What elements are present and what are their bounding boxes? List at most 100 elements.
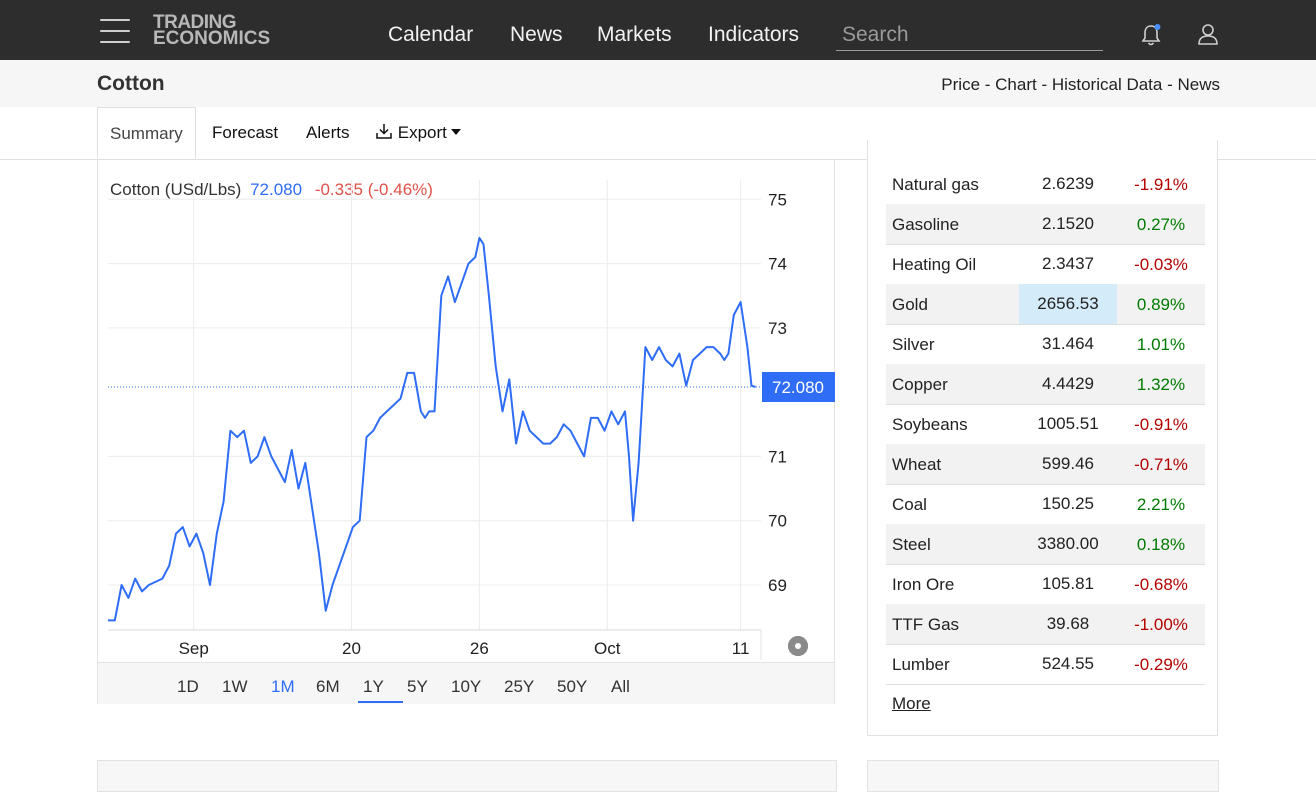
- logo-line-2: ECONOMICS: [153, 28, 271, 49]
- search-input[interactable]: [836, 20, 1103, 51]
- table-row[interactable]: Natural gas 2.6239 -1.91%: [886, 164, 1205, 205]
- x-tick-label: Sep: [179, 639, 209, 658]
- gear-icon[interactable]: [787, 635, 809, 657]
- commodity-name[interactable]: Natural gas: [892, 175, 979, 194]
- chevron-down-icon: [450, 129, 461, 136]
- bell-icon[interactable]: [1140, 23, 1162, 47]
- separator: -: [1162, 75, 1178, 94]
- x-tick-label: 26: [470, 639, 489, 658]
- commodity-price: 150.25: [1042, 494, 1094, 513]
- nav-news[interactable]: News: [510, 23, 563, 46]
- commodity-change: 0.89%: [1136, 295, 1186, 314]
- commodity-name[interactable]: Silver: [892, 335, 935, 354]
- range-1d[interactable]: 1D: [177, 677, 199, 696]
- top-navbar: TRADING ECONOMICS Calendar News Markets …: [0, 0, 1316, 60]
- tab-summary[interactable]: Summary: [97, 107, 196, 159]
- tab-forecast[interactable]: Forecast: [212, 123, 279, 142]
- chart-legend: Cotton (USd/Lbs) 72.080 -0.335 (-0.46%): [110, 180, 433, 200]
- table-row[interactable]: Iron Ore 105.81 -0.68%: [886, 564, 1205, 605]
- range-1m[interactable]: 1M: [271, 677, 295, 696]
- page-header: Cotton Price - Chart - Historical Data -…: [0, 60, 1316, 108]
- commodity-price: 1005.51: [1037, 414, 1099, 433]
- range-all[interactable]: All: [611, 677, 630, 696]
- table-row[interactable]: Lumber 524.55 -0.29%: [886, 644, 1205, 685]
- range-50y[interactable]: 50Y: [557, 677, 588, 696]
- commodity-change: 1.01%: [1136, 335, 1186, 354]
- bottom-panel-right: [867, 760, 1219, 792]
- commodity-change: -0.71%: [1134, 455, 1188, 474]
- commodity-change: 1.32%: [1136, 375, 1186, 394]
- nav-calendar[interactable]: Calendar: [388, 23, 474, 46]
- table-row[interactable]: TTF Gas 39.68 -1.00%: [886, 604, 1205, 645]
- table-row[interactable]: Soybeans 1005.51 -0.91%: [886, 404, 1205, 445]
- commodity-price: 31.464: [1042, 334, 1094, 353]
- tab-alerts[interactable]: Alerts: [306, 123, 350, 142]
- commodity-change: -0.68%: [1134, 575, 1188, 594]
- download-icon: [376, 124, 392, 139]
- commodity-name[interactable]: Coal: [892, 495, 927, 514]
- commodity-price: 2.6239: [1042, 174, 1094, 193]
- table-row[interactable]: Copper 4.4429 1.32%: [886, 364, 1205, 405]
- nav-markets[interactable]: Markets: [597, 23, 672, 46]
- commodity-price: 2656.53: [1019, 284, 1117, 324]
- table-row[interactable]: Coal 150.25 2.21%: [886, 484, 1205, 525]
- x-tick-label: 20: [342, 639, 361, 658]
- bottom-panel: [97, 760, 837, 792]
- commodity-price: 3380.00: [1037, 534, 1099, 553]
- menu-icon[interactable]: [100, 19, 130, 43]
- y-tick-label: 74: [768, 255, 787, 274]
- commodity-name[interactable]: Wheat: [892, 455, 942, 474]
- export-label: Export: [397, 123, 447, 142]
- commodity-name[interactable]: Heating Oil: [892, 255, 977, 274]
- table-row[interactable]: Silver 31.464 1.01%: [886, 324, 1205, 365]
- logo[interactable]: TRADING ECONOMICS: [153, 12, 271, 49]
- y-tick-label: 71: [768, 447, 787, 466]
- commodity-name[interactable]: Lumber: [892, 655, 950, 674]
- more-link[interactable]: More: [892, 694, 931, 713]
- last-price-tag: [762, 372, 835, 402]
- user-icon[interactable]: [1197, 23, 1219, 45]
- logo-line-1: TRADING: [153, 12, 237, 33]
- range-5y[interactable]: 5Y: [407, 677, 428, 696]
- table-row[interactable]: Steel 3380.00 0.18%: [886, 524, 1205, 565]
- link-price[interactable]: Price: [941, 75, 981, 94]
- commodity-name[interactable]: Iron Ore: [892, 575, 955, 594]
- commodity-price: 2.3437: [1042, 254, 1094, 273]
- tab-export[interactable]: Export: [375, 107, 461, 159]
- link-chart[interactable]: Chart: [995, 75, 1037, 94]
- table-row[interactable]: Wheat 599.46 -0.71%: [886, 444, 1205, 485]
- last-price-label: 72.080: [772, 378, 824, 397]
- range-6m[interactable]: 6M: [316, 677, 340, 696]
- price-chart[interactable]: 69 70 71 73 74 75 Sep 20 26 Oct 11 72.080: [97, 160, 835, 660]
- link-news[interactable]: News: [1177, 75, 1220, 94]
- link-historical-data[interactable]: Historical Data: [1051, 75, 1163, 94]
- commodity-change: -1.00%: [1134, 615, 1188, 634]
- table-row[interactable]: Heating Oil 2.3437 -0.03%: [886, 244, 1205, 285]
- page-title: Cotton: [97, 72, 165, 95]
- range-10y[interactable]: 10Y: [451, 677, 482, 696]
- nav-indicators[interactable]: Indicators: [708, 23, 800, 46]
- active-range-indicator: [358, 701, 403, 703]
- commodity-price: 599.46: [1042, 454, 1094, 473]
- gear-hole: [795, 643, 801, 649]
- commodity-name[interactable]: Steel: [892, 535, 931, 554]
- commodity-name[interactable]: Gold: [892, 295, 928, 314]
- commodity-change: -0.03%: [1134, 255, 1188, 274]
- commodity-name[interactable]: Copper: [892, 375, 948, 394]
- commodity-change: -0.29%: [1134, 655, 1188, 674]
- range-1w[interactable]: 1W: [222, 677, 248, 696]
- commodity-name[interactable]: TTF Gas: [892, 615, 960, 634]
- commodity-name[interactable]: Soybeans: [892, 415, 968, 434]
- separator: -: [980, 75, 996, 94]
- legend-price: 72.080: [250, 180, 303, 199]
- price-series-line: [108, 236, 756, 622]
- table-row[interactable]: Gold 2656.53 0.89%: [886, 284, 1205, 325]
- range-1y[interactable]: 1Y: [363, 677, 384, 696]
- range-25y[interactable]: 25Y: [504, 677, 535, 696]
- commodity-price: 4.4429: [1042, 374, 1094, 393]
- commodity-price: 105.81: [1042, 574, 1094, 593]
- commodity-name[interactable]: Gasoline: [892, 215, 960, 234]
- x-tick-label: Oct: [594, 639, 621, 658]
- range-selector: 1D 1W 1M 6M 1Y 5Y 10Y 25Y 50Y All: [98, 662, 834, 704]
- table-row[interactable]: Gasoline 2.1520 0.27%: [886, 204, 1205, 245]
